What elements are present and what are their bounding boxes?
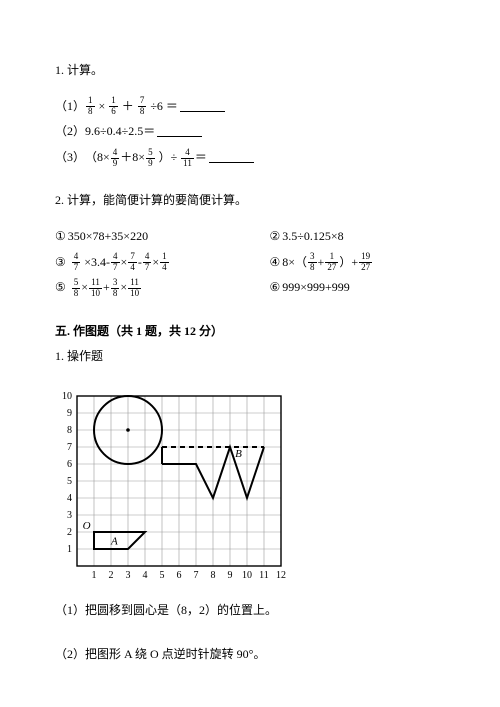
blank-field [209, 152, 254, 163]
svg-text:2: 2 [67, 527, 72, 538]
q2-title: 2. 计算，能简便计算的要简便计算。 [55, 190, 445, 212]
svg-text:12: 12 [276, 570, 286, 581]
operation-figure: 12345678910111212345678910AOB [55, 382, 295, 582]
q2-row: ① 350×78+35×220 ② 3.5÷0.125×8 [55, 226, 445, 248]
q1-line-2: （2） 9.6÷0.4÷2.5＝ [55, 121, 445, 143]
svg-text:4: 4 [143, 570, 148, 581]
svg-text:5: 5 [67, 476, 72, 487]
svg-text:B: B [235, 448, 242, 460]
svg-text:3: 3 [126, 570, 131, 581]
svg-text:10: 10 [62, 391, 72, 402]
section5-q1: 1. 操作题 [55, 346, 445, 368]
svg-text:3: 3 [67, 510, 72, 521]
section5-sub2: （2）把图形 A 绕 O 点逆时针旋转 90°。 [55, 644, 445, 666]
svg-text:9: 9 [67, 408, 72, 419]
svg-text:7: 7 [67, 442, 72, 453]
svg-text:1: 1 [67, 544, 72, 555]
blank-field [157, 126, 202, 137]
svg-text:7: 7 [194, 570, 199, 581]
svg-text:8: 8 [67, 425, 72, 436]
svg-text:O: O [83, 520, 91, 532]
svg-text:6: 6 [67, 459, 72, 470]
section5-sub1: （1）把圆移到圆心是（8，2）的位置上。 [55, 600, 445, 622]
svg-text:4: 4 [67, 493, 72, 504]
svg-text:6: 6 [177, 570, 182, 581]
svg-text:A: A [110, 535, 118, 547]
svg-text:9: 9 [228, 570, 233, 581]
blank-field [180, 101, 225, 112]
q1-line-3: （3） （8× 49 ＋8× 59 ）÷ 411 ＝ [55, 147, 445, 169]
svg-text:11: 11 [259, 570, 269, 581]
svg-text:10: 10 [242, 570, 252, 581]
q2-row: ③ 47 ×3.4- 47 × 74 - 47 × 14 ④ 8×（ 38 + … [55, 252, 445, 274]
svg-text:5: 5 [160, 570, 165, 581]
section5-heading: 五. 作图题（共 1 题，共 12 分） [55, 321, 445, 343]
q1-title: 1. 计算。 [55, 60, 445, 82]
svg-text:8: 8 [211, 570, 216, 581]
svg-text:2: 2 [109, 570, 114, 581]
q1-line-1: （1） 18 × 16 ＋ 78 ÷6 ＝ [55, 96, 445, 118]
svg-text:1: 1 [92, 570, 97, 581]
q2-row: ⑤ 58 × 1110 + 38 × 1110 ⑥ 999×999+999 [55, 277, 445, 299]
